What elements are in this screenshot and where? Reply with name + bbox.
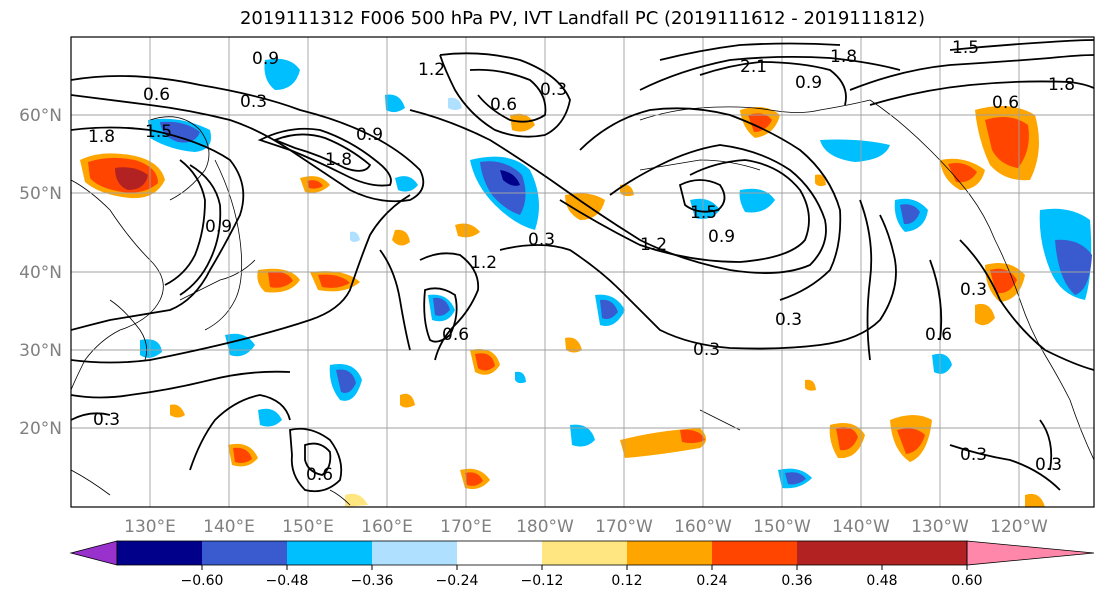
coastlines <box>71 99 1094 506</box>
contour-label: 0.6 <box>442 325 469 345</box>
contour-label: 0.9 <box>356 125 383 145</box>
lon-label: 120°W <box>990 517 1048 537</box>
contour-label: 0.9 <box>795 73 822 93</box>
contour-label: 1.8 <box>830 47 857 67</box>
colorbar-segment <box>542 541 627 565</box>
colorbar-segment <box>457 541 542 565</box>
colorbar-segment <box>202 541 287 565</box>
contour-label: 1.5 <box>145 122 172 142</box>
lat-label: 20°N <box>19 419 62 439</box>
colorbar-tick-label: −0.12 <box>521 573 564 589</box>
colorbar-tick-label: 0.60 <box>951 573 982 589</box>
colorbar-tick-label: −0.24 <box>436 573 479 589</box>
lat-label: 30°N <box>19 341 62 361</box>
colorbar-tick-label: 0.36 <box>781 573 812 589</box>
lon-label: 130°E <box>124 517 176 537</box>
pc-shading <box>80 58 1092 507</box>
contour-label: 0.6 <box>490 95 517 115</box>
contour-labels: 0.9 1.2 0.6 0.3 1.8 1.5 0.9 1.2 0.3 0.6 … <box>88 38 1075 485</box>
lon-label: 150°E <box>282 517 334 537</box>
colorbar-extend-min <box>69 540 118 566</box>
contour-label: 0.3 <box>528 230 555 250</box>
map-frame <box>70 36 1095 508</box>
colorbar-tick-label: −0.36 <box>351 573 394 589</box>
map-title: 2019111312 F006 500 hPa PV, IVT Landfall… <box>239 8 926 29</box>
contour-label: 1.8 <box>1048 75 1075 95</box>
colorbar-segment <box>797 541 882 565</box>
lat-label: 50°N <box>19 184 62 204</box>
lon-label: 170°E <box>440 517 492 537</box>
contour-label: 0.3 <box>960 280 987 300</box>
contour-label: 1.2 <box>640 235 667 255</box>
colorbar-tick-label: 0.48 <box>866 573 897 589</box>
longitude-labels: 130°E 140°E 150°E 160°E 170°E 180°W 170°… <box>124 517 1048 537</box>
lon-label: 140°W <box>832 517 890 537</box>
contour-label: 0.6 <box>143 85 170 105</box>
colorbar-segment <box>712 541 797 565</box>
contour-label: 1.5 <box>690 203 717 223</box>
colorbar-segment <box>117 541 202 565</box>
contour-label: 0.3 <box>540 80 567 100</box>
lon-label: 160°E <box>361 517 413 537</box>
contour-label: 0.6 <box>306 465 333 485</box>
lon-label: 130°W <box>911 517 969 537</box>
lat-label: 40°N <box>19 263 62 283</box>
colorbar-segment <box>882 541 967 565</box>
lon-label: 170°W <box>595 517 653 537</box>
latitude-labels: 60°N 50°N 40°N 30°N 20°N <box>19 106 62 439</box>
contour-label: 0.9 <box>252 49 279 69</box>
colorbar-ticks <box>201 565 968 570</box>
contour-label: 1.2 <box>470 253 497 273</box>
colorbar-tick-label: −0.60 <box>181 573 224 589</box>
contour-label: 1.2 <box>418 60 445 80</box>
colorbar-segment <box>287 541 372 565</box>
colorbar-tick-label: 0.12 <box>611 573 642 589</box>
colorbar-segment <box>372 541 457 565</box>
contour-label: 0.3 <box>693 340 720 360</box>
contour-label: 0.3 <box>775 310 802 330</box>
contour-label: 1.8 <box>88 127 115 147</box>
lat-label: 60°N <box>19 106 62 126</box>
pv-contours <box>71 39 1094 493</box>
contour-label: 2.1 <box>740 57 767 77</box>
contour-label: 0.6 <box>925 325 952 345</box>
lon-label: 140°E <box>203 517 255 537</box>
contour-label: 0.6 <box>992 93 1019 113</box>
contour-label: 1.8 <box>325 150 352 170</box>
colorbar: −0.60 −0.48 −0.36 −0.24 −0.12 0.12 0.24 … <box>69 540 1095 589</box>
contour-label: 0.3 <box>240 92 267 112</box>
colorbar-tick-label: 0.24 <box>696 573 727 589</box>
lon-label: 180°W <box>516 517 574 537</box>
contour-label: 0.3 <box>960 445 987 465</box>
contour-label: 0.3 <box>93 410 120 430</box>
contour-label: 0.9 <box>205 217 232 237</box>
contour-label: 0.9 <box>708 227 735 247</box>
colorbar-segment <box>627 541 712 565</box>
contour-label: 1.5 <box>952 38 979 58</box>
lon-label: 160°W <box>674 517 732 537</box>
lon-label: 150°W <box>753 517 811 537</box>
contour-label: 0.3 <box>1035 455 1062 475</box>
colorbar-tick-label: −0.48 <box>266 573 309 589</box>
colorbar-extend-max <box>966 540 1095 566</box>
map-content: 0.9 1.2 0.6 0.3 1.8 1.5 0.9 1.2 0.3 0.6 … <box>71 37 1094 507</box>
